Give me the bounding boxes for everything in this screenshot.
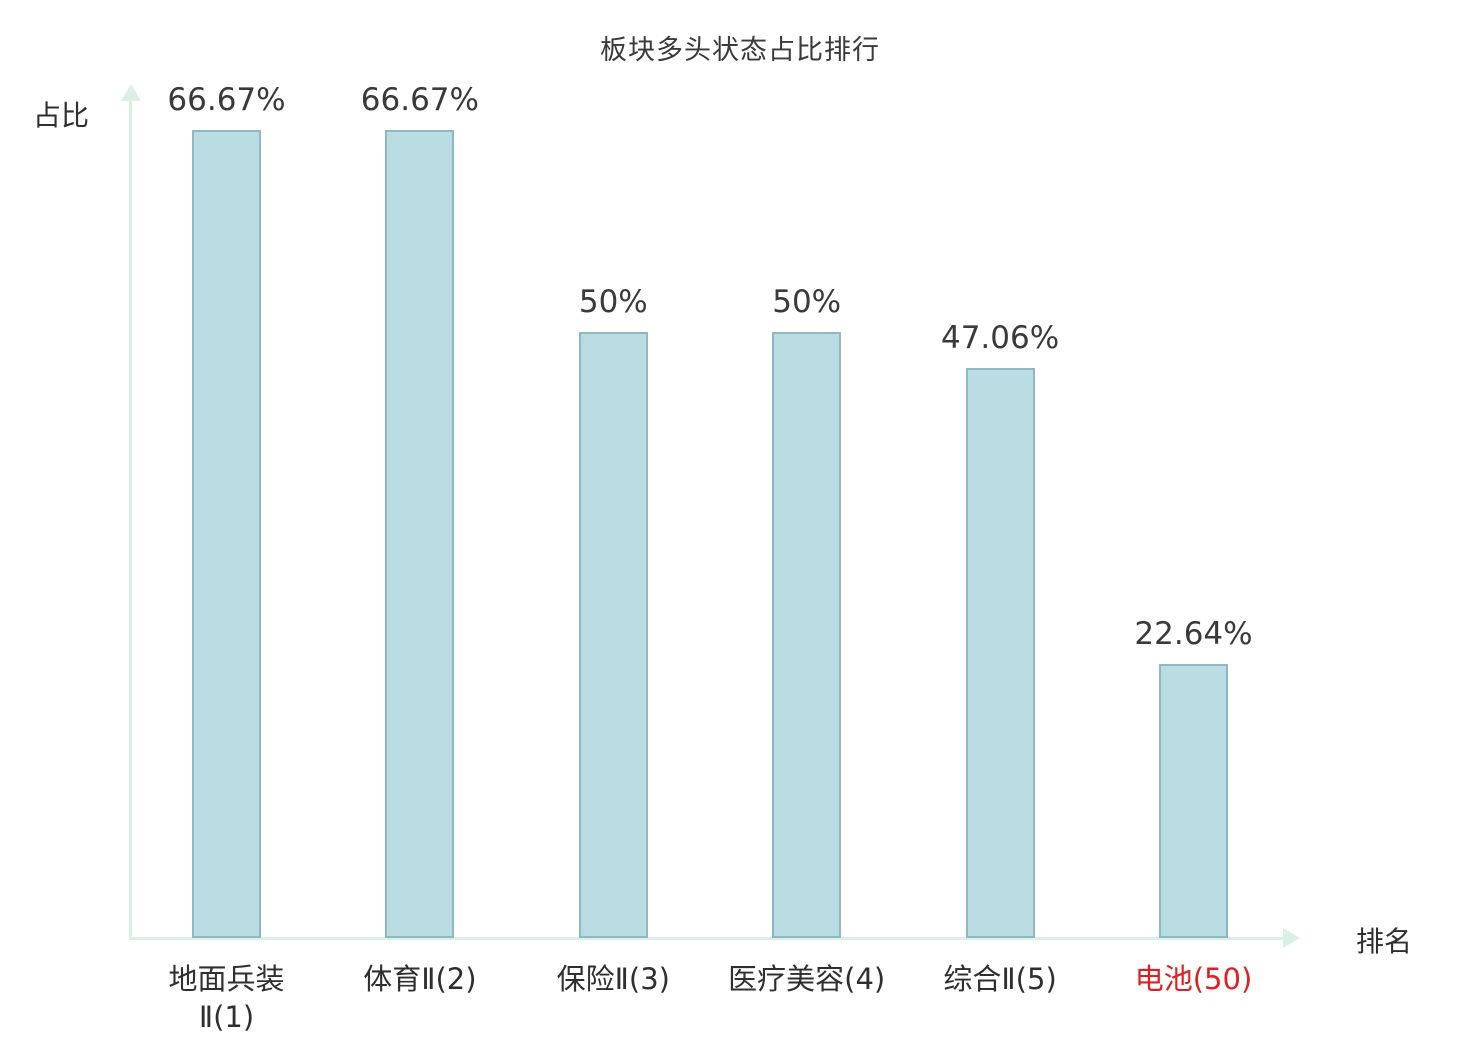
x-axis-arrow-icon xyxy=(1283,928,1300,948)
bar-value-label: 50% xyxy=(772,284,842,321)
y-axis-label: 占比 xyxy=(33,99,90,132)
bar-value-label: 22.64% xyxy=(1134,615,1253,652)
bar-category-label: 地面兵装 Ⅱ(1) xyxy=(168,962,285,1034)
bar xyxy=(385,130,455,938)
bar xyxy=(578,332,648,938)
y-axis-arrow-icon xyxy=(121,84,141,101)
bar xyxy=(192,130,261,938)
bar-category-label: 综合Ⅱ(5) xyxy=(943,962,1057,996)
bar xyxy=(772,332,842,938)
bar-category-label: 体育Ⅱ(2) xyxy=(363,962,477,996)
bar-value-label: 66.67% xyxy=(167,82,286,118)
bar-category-label: 保险Ⅱ(3) xyxy=(556,962,670,996)
bar-category-label: 电池(50) xyxy=(1134,962,1253,996)
y-axis-line xyxy=(129,92,132,938)
bar xyxy=(965,367,1035,938)
chart-title: 板块多头状态占比排行 xyxy=(600,35,880,66)
bar-value-label: 47.06% xyxy=(940,319,1060,356)
bar-category-label: 医疗美容(4) xyxy=(728,962,886,996)
x-axis-label: 排名 xyxy=(1356,925,1413,958)
bar-value-label: 50% xyxy=(578,284,648,321)
bar-value-label: 66.67% xyxy=(360,82,479,118)
bar xyxy=(1159,663,1228,938)
x-axis-line xyxy=(129,937,1284,940)
